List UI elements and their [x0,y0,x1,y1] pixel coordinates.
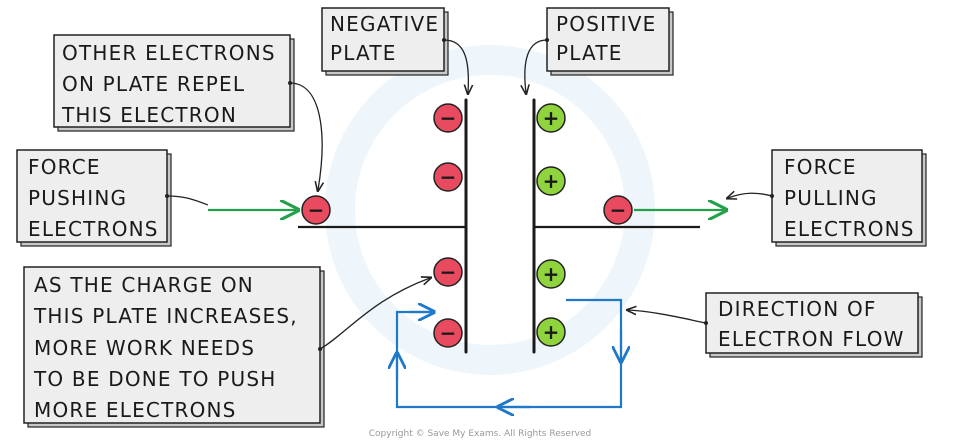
svg-text:ELECTRONS: ELECTRONS [28,217,159,241]
leader-dot [704,321,708,325]
leader-dot [318,347,322,351]
svg-text:−: − [440,165,457,189]
leader-other-electrons [289,82,322,190]
label-charge-increases: AS THE CHARGE ON THIS PLATE INCREASES, M… [23,266,325,428]
svg-text:ELECTRON FLOW: ELECTRON FLOW [718,327,905,351]
svg-text:DIRECTION OF: DIRECTION OF [718,297,877,321]
positive-charge: + [536,103,566,133]
leader-dot [545,38,549,42]
positive-charge: + [536,259,566,289]
svg-text:THIS ELECTRON: THIS ELECTRON [61,103,237,127]
svg-text:THIS PLATE INCREASES,: THIS PLATE INCREASES, [33,304,298,328]
negative-charge: − [433,318,463,348]
label-positive-plate: POSITIVE PLATE [546,7,674,76]
negative-charge: − [433,103,463,133]
label-other-electrons: OTHER ELECTRONS ON PLATE REPEL THIS ELEC… [53,34,295,132]
svg-text:PLATE: PLATE [556,41,623,65]
leader-charge-increases [319,278,430,350]
svg-text:+: + [543,169,560,193]
svg-text:PUSHING: PUSHING [28,186,127,210]
leader-force-pulling [728,193,773,198]
svg-text:FORCE: FORCE [784,155,857,179]
svg-text:ON PLATE REPEL: ON PLATE REPEL [62,72,245,96]
svg-text:FORCE: FORCE [28,155,101,179]
leader-dot [770,194,774,198]
positive-charge: + [536,166,566,196]
copyright-text: Copyright © Save My Exams. All Rights Re… [369,429,591,439]
svg-text:MORE ELECTRONS: MORE ELECTRONS [34,398,237,422]
svg-text:−: − [440,321,457,345]
svg-text:+: + [543,320,560,344]
svg-text:OTHER ELECTRONS: OTHER ELECTRONS [62,41,276,65]
svg-text:POSITIVE: POSITIVE [556,12,656,36]
label-force-pulling: FORCE PULLING ELECTRONS [771,149,927,247]
leader-positive-plate [525,39,548,93]
svg-text:−: − [610,198,627,222]
svg-text:AS THE CHARGE ON: AS THE CHARGE ON [34,273,254,297]
svg-text:PLATE: PLATE [330,41,397,65]
svg-text:−: − [440,260,457,284]
leader-negative-plate [443,39,468,93]
label-electron-flow: DIRECTION OF ELECTRON FLOW [705,292,923,358]
svg-text:−: − [440,106,457,130]
svg-text:+: + [543,106,560,130]
svg-text:PULLING: PULLING [784,186,878,210]
negative-charge: − [433,257,463,287]
leader-force-pushing [166,195,209,206]
svg-text:ELECTRONS: ELECTRONS [784,217,915,241]
leader-dot [288,81,292,85]
leader-electron-flow [628,310,707,324]
negative-charge: − [433,162,463,192]
svg-text:MORE WORK NEEDS: MORE WORK NEEDS [34,336,255,360]
positive-charge: + [536,317,566,347]
electron-left-wire: − [301,195,331,225]
svg-text:TO BE DONE TO PUSH: TO BE DONE TO PUSH [33,367,276,391]
svg-text:+: + [543,262,560,286]
label-force-pushing: FORCE PUSHING ELECTRONS [16,149,172,247]
svg-text:−: − [308,198,325,222]
svg-text:NEGATIVE: NEGATIVE [330,12,439,36]
leader-dot [165,194,169,198]
electron-right-wire: − [603,195,633,225]
watermark [325,45,655,375]
leader-dot [442,38,446,42]
label-negative-plate: NEGATIVE PLATE [321,7,449,76]
